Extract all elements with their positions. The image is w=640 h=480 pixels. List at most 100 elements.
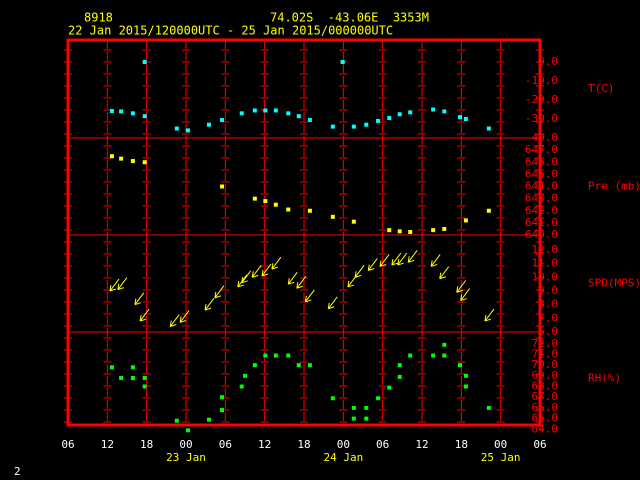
x-tick-label: 00 (494, 438, 507, 451)
data-point (387, 385, 392, 390)
data-point (330, 396, 335, 401)
wind-arrow (251, 265, 262, 278)
data-point (252, 363, 257, 368)
x-tick-label: 18 (297, 438, 310, 451)
wind-arrow (214, 285, 225, 299)
data-point (142, 384, 147, 389)
grid-line (300, 40, 308, 425)
x-tick-label: 06 (219, 438, 232, 451)
data-point (286, 353, 291, 358)
y-tick-label: 72.0 (532, 337, 559, 350)
data-point (330, 214, 335, 219)
data-point (142, 60, 147, 65)
data-point (273, 353, 278, 358)
data-point (296, 363, 301, 368)
data-point (408, 110, 413, 115)
y-axis-label: T(C) (588, 82, 615, 95)
data-point (174, 418, 179, 423)
data-point (296, 114, 301, 119)
x-tick-label: 18 (455, 438, 468, 451)
data-point (119, 109, 124, 114)
data-point (109, 154, 114, 159)
wind-arrow (241, 270, 252, 284)
y-tick-label: 66.0 (532, 401, 559, 414)
data-point (486, 126, 491, 131)
data-point (431, 353, 436, 358)
data-point (463, 218, 468, 223)
data-point (206, 417, 211, 422)
y-tick-label: 69.0 (532, 369, 559, 382)
data-point (220, 184, 225, 189)
data-point (220, 395, 225, 400)
data-point (351, 219, 356, 224)
wind-arrow (169, 314, 180, 328)
grid-line (457, 40, 466, 425)
data-point (408, 353, 413, 358)
y-tick-label: 71.0 (532, 347, 559, 360)
frame (66, 38, 542, 427)
grid-line (142, 40, 151, 425)
data-point (442, 353, 447, 358)
data-point (376, 396, 381, 401)
data-point (286, 207, 291, 212)
wind-arrow (287, 271, 298, 285)
data-point (130, 111, 135, 116)
station-location: 74.02S -43.06E 3353M (270, 11, 429, 25)
data-point (307, 117, 312, 122)
data-point (252, 196, 257, 201)
data-point (397, 229, 402, 234)
grid-line (182, 40, 190, 425)
x-tick-label: 18 (140, 438, 153, 451)
wind-arrow (367, 258, 378, 271)
grid-line (221, 40, 230, 425)
wind-arrow (407, 250, 418, 263)
wind-arrow (327, 296, 338, 310)
data-point (397, 374, 402, 379)
data-point (463, 373, 468, 378)
wind-arrow (439, 266, 450, 280)
data-point (397, 363, 402, 368)
data-point (458, 363, 463, 368)
wind-arrow (397, 252, 408, 266)
plots (109, 60, 495, 433)
data-point (142, 160, 147, 165)
data-point (397, 112, 402, 117)
y-tick-label: 11.0 (532, 257, 559, 270)
data-point (387, 228, 392, 233)
wind-arrow (179, 310, 190, 323)
x-tick-label: 06 (376, 438, 389, 451)
data-point (130, 159, 135, 164)
y-axis-label: SPD(MPS) (588, 277, 640, 290)
x-tick-label: 12 (101, 438, 114, 451)
data-point (364, 405, 369, 410)
grid: 06 12 18 00 06 12 18 00 06 12 18 00 06 23 Jan 24 Jan 25… (61, 40, 640, 464)
data-point (442, 109, 447, 114)
data-point (387, 116, 392, 121)
data-point (119, 375, 124, 380)
y-tick-label: 6.0 (538, 325, 558, 338)
data-point (130, 375, 135, 380)
data-point (364, 416, 369, 421)
data-point (174, 126, 179, 131)
y-tick-label: 8.0 (538, 298, 558, 311)
wind-arrow (296, 275, 307, 289)
y-tick-label: 0.0 (538, 55, 558, 68)
date-label: 24 Jan (323, 451, 363, 464)
grid-line (339, 40, 348, 425)
data-point (220, 408, 225, 413)
data-point (442, 342, 447, 347)
x-tick-label: 12 (415, 438, 428, 451)
data-point (463, 384, 468, 389)
wind-arrow (430, 254, 441, 267)
data-point (286, 111, 291, 116)
y-axis-label: RH(%) (588, 372, 621, 385)
wind-arrow (271, 256, 282, 270)
date-label: 25 Jan (481, 451, 521, 464)
data-point (263, 199, 268, 204)
wind-arrow (139, 308, 150, 322)
data-point (239, 384, 244, 389)
data-point (486, 208, 491, 213)
page-number: 2 (14, 465, 21, 478)
wind-arrow (379, 254, 390, 267)
